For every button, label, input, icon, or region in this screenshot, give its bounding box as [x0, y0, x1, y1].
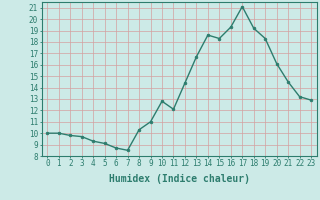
X-axis label: Humidex (Indice chaleur): Humidex (Indice chaleur) [109, 174, 250, 184]
